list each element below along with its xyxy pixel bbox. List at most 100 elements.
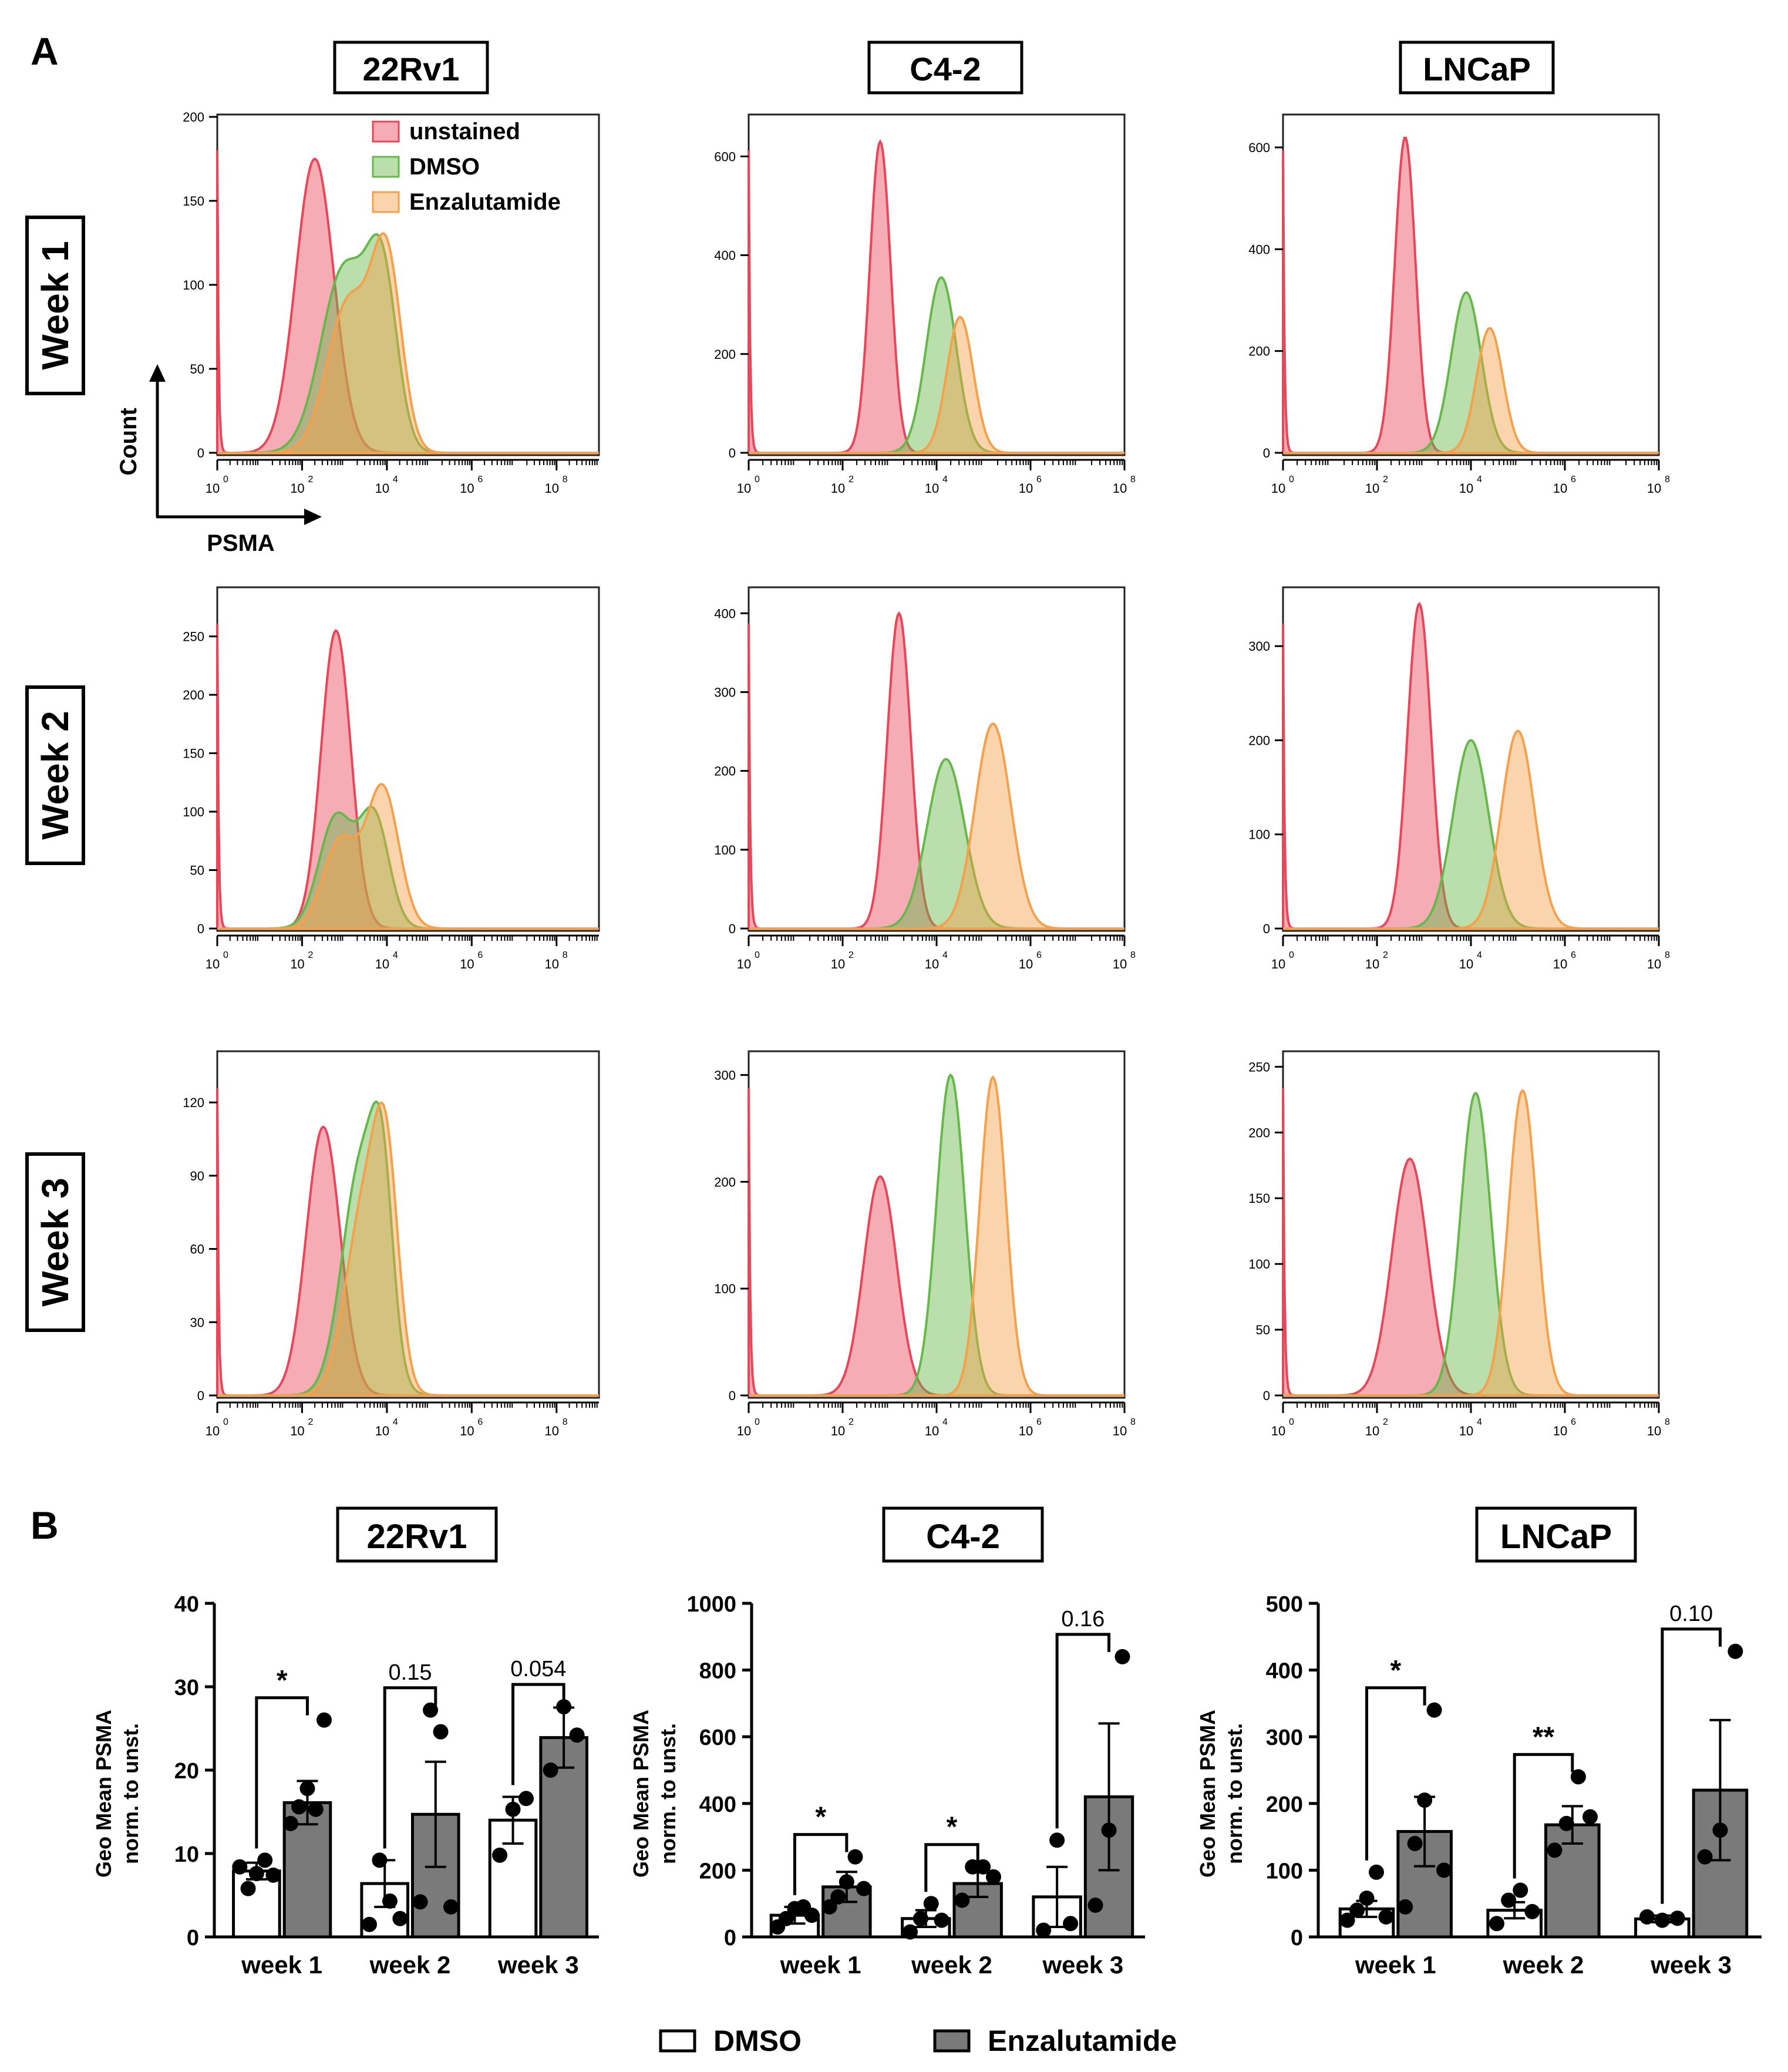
significance-bracket: [1661, 1627, 1722, 1904]
y-tick-label: 150: [183, 194, 204, 208]
data-point: [1101, 1822, 1117, 1838]
x-tick-label: 10: [290, 1424, 304, 1438]
column-titles: 22Rv1 C4-2 LNCaP: [333, 41, 1555, 95]
histogram-series-enzalutamide: [749, 315, 1124, 454]
x-tick-label: 10: [737, 1424, 751, 1438]
data-point: [1063, 1916, 1079, 1932]
y-tick-label: 400: [1248, 242, 1270, 257]
count-label: Count: [116, 408, 142, 476]
data-point: [1436, 1862, 1452, 1878]
x-tick-label: 10: [1459, 957, 1473, 971]
histogram-series-enzalutamide: [1283, 729, 1659, 930]
data-point: [1639, 1909, 1655, 1925]
plot-frame: [1282, 113, 1660, 456]
y-tick-label: 120: [183, 1095, 204, 1110]
y-axis-label-line: norm. to unst.: [656, 1723, 680, 1864]
x-tick-exponent: 8: [1130, 475, 1136, 485]
y-tick-label: 200: [183, 110, 204, 125]
x-tick-label: 10: [1553, 481, 1567, 496]
data-point: [1339, 1912, 1355, 1928]
y-tick-label: 30: [174, 1676, 199, 1700]
histogram-panels: 050100150200100102104106108unstainedDMSO…: [183, 110, 1670, 1438]
data-point: [556, 1699, 572, 1715]
significance-label: *: [815, 1802, 826, 1833]
x-tick-label: 10: [290, 481, 304, 496]
histogram-lncap-week-1: 0 200 400 600 10 0 10 2 10 4 10 6 10 8: [1248, 113, 1670, 496]
x-tick-label: 10: [1113, 957, 1127, 971]
y-tick-label: 100: [714, 1281, 736, 1296]
y-tick-label: 600: [714, 149, 736, 164]
y-tick-label: 40: [174, 1592, 199, 1617]
plot-frame: [747, 1050, 1126, 1399]
data-point: [1728, 1643, 1743, 1659]
bar-chart-22rv1: 22Rv1 0 10 20 30 40 Geo Mean PSMA norm. to unst…: [92, 1506, 599, 1979]
y-axis-label-line: Geo Mean PSMA: [92, 1710, 116, 1878]
x-tick-exponent: 0: [223, 1417, 228, 1427]
data-point: [1513, 1882, 1528, 1898]
x-tick-exponent: 4: [1477, 1417, 1482, 1427]
week-label-week-3: Week 3: [34, 1178, 76, 1306]
y-tick-label: 200: [714, 764, 736, 779]
x-tick-exponent: 2: [308, 950, 313, 960]
y-tick-label: 90: [190, 1169, 204, 1183]
title-box-lncap: [1399, 41, 1555, 95]
significance-label: *: [277, 1665, 288, 1696]
data-point: [492, 1847, 508, 1863]
x-tick-label: 10: [206, 1424, 220, 1438]
y-tick-label: 300: [714, 685, 736, 699]
data-point: [372, 1852, 388, 1868]
x-tick-exponent: 6: [1571, 950, 1576, 960]
x-tick-label: 10: [1113, 481, 1127, 496]
legend-label-enzalutamide: Enzalutamide: [988, 2024, 1177, 2057]
x-tick-exponent: 2: [848, 1417, 854, 1427]
x-tick-exponent: 4: [942, 475, 948, 485]
x-category-label: week 2: [369, 1951, 451, 1979]
y-tick-label: 600: [1248, 140, 1270, 155]
x-tick-label: 10: [1019, 481, 1033, 496]
y-tick-label: 300: [1248, 639, 1270, 654]
x-tick-exponent: 2: [1383, 1417, 1388, 1427]
x-category-label: week 1: [241, 1951, 322, 1979]
y-tick-label: 100: [183, 278, 204, 292]
histogram-22rv1-week-1: 050100150200100102104106108unstainedDMSO…: [183, 110, 600, 496]
significance-bracket: [383, 1686, 437, 1849]
data-point: [1407, 1835, 1423, 1851]
significance-label: 0.16: [1061, 1607, 1105, 1632]
psma-label: PSMA: [207, 530, 275, 556]
x-tick-label: 10: [1271, 957, 1285, 971]
data-point: [299, 1781, 315, 1797]
data-point: [1036, 1922, 1052, 1938]
panel-a-label: A: [31, 29, 59, 73]
data-point: [1669, 1910, 1685, 1926]
bar-title-box: [1475, 1506, 1637, 1563]
y-tick-label: 200: [1248, 1125, 1270, 1140]
y-axis-label-line: norm. to unst.: [119, 1723, 143, 1864]
significance-bracket: [924, 1843, 979, 1892]
week-labels: Week 1 Week 2 Week 3: [25, 216, 85, 1332]
x-tick-label: 10: [1553, 957, 1567, 971]
data-point: [443, 1899, 459, 1915]
y-tick-label: 10: [174, 1842, 199, 1867]
data-point: [1489, 1916, 1504, 1932]
x-tick-label: 10: [290, 957, 304, 971]
data-point: [1558, 1815, 1574, 1831]
y-tick-label: 400: [699, 1792, 736, 1817]
bar-title-box: [882, 1506, 1044, 1563]
x-tick-exponent: 4: [393, 1417, 398, 1427]
x-tick-label: 10: [1019, 957, 1033, 971]
x-tick-exponent: 8: [563, 475, 568, 485]
y-tick-label: 250: [1248, 1059, 1270, 1074]
data-point: [1417, 1792, 1433, 1808]
data-point: [1582, 1809, 1598, 1825]
axis-annotation: Count PSMA: [116, 364, 322, 556]
y-tick-label: 0: [1263, 921, 1270, 936]
bar-title-box: [336, 1506, 498, 1563]
x-tick-exponent: 6: [477, 475, 483, 485]
bar-chart-c4-2: C4-2 0 200 400 600 800 1000 Geo Mean PSMA norm. …: [629, 1506, 1145, 1979]
significance-bracket: [1365, 1686, 1426, 1861]
x-tick-exponent: 0: [755, 950, 760, 960]
data-point: [934, 1912, 949, 1928]
